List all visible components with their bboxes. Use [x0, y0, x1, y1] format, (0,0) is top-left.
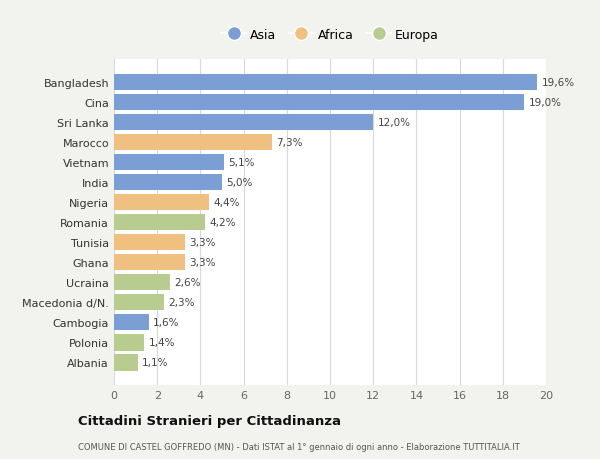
Text: 19,0%: 19,0% [529, 98, 562, 108]
Text: 3,3%: 3,3% [190, 257, 216, 268]
Text: 7,3%: 7,3% [276, 138, 302, 148]
Text: COMUNE DI CASTEL GOFFREDO (MN) - Dati ISTAT al 1° gennaio di ogni anno - Elabora: COMUNE DI CASTEL GOFFREDO (MN) - Dati IS… [78, 442, 520, 451]
Text: 12,0%: 12,0% [377, 118, 410, 128]
Bar [114, 154, 224, 171]
Bar [114, 274, 170, 291]
Text: 5,0%: 5,0% [226, 178, 253, 188]
Bar [114, 294, 164, 311]
Bar [114, 314, 149, 331]
Text: 1,4%: 1,4% [149, 337, 175, 347]
Text: 1,6%: 1,6% [153, 318, 179, 328]
Bar [114, 134, 272, 151]
Text: 2,6%: 2,6% [175, 278, 201, 288]
Text: 4,4%: 4,4% [214, 198, 240, 207]
Text: 1,1%: 1,1% [142, 358, 169, 368]
Text: Cittadini Stranieri per Cittadinanza: Cittadini Stranieri per Cittadinanza [78, 414, 341, 428]
Text: 3,3%: 3,3% [190, 238, 216, 247]
Bar [114, 174, 222, 191]
Bar [114, 235, 185, 251]
Text: 5,1%: 5,1% [229, 157, 255, 168]
Legend: Asia, Africa, Europa: Asia, Africa, Europa [217, 23, 443, 46]
Bar [114, 74, 538, 91]
Bar [114, 95, 524, 111]
Text: 4,2%: 4,2% [209, 218, 236, 228]
Bar [114, 334, 144, 351]
Bar [114, 354, 138, 371]
Text: 19,6%: 19,6% [542, 78, 575, 88]
Bar [114, 214, 205, 231]
Bar [114, 114, 373, 131]
Text: 2,3%: 2,3% [168, 297, 194, 308]
Bar [114, 254, 185, 271]
Bar [114, 195, 209, 211]
